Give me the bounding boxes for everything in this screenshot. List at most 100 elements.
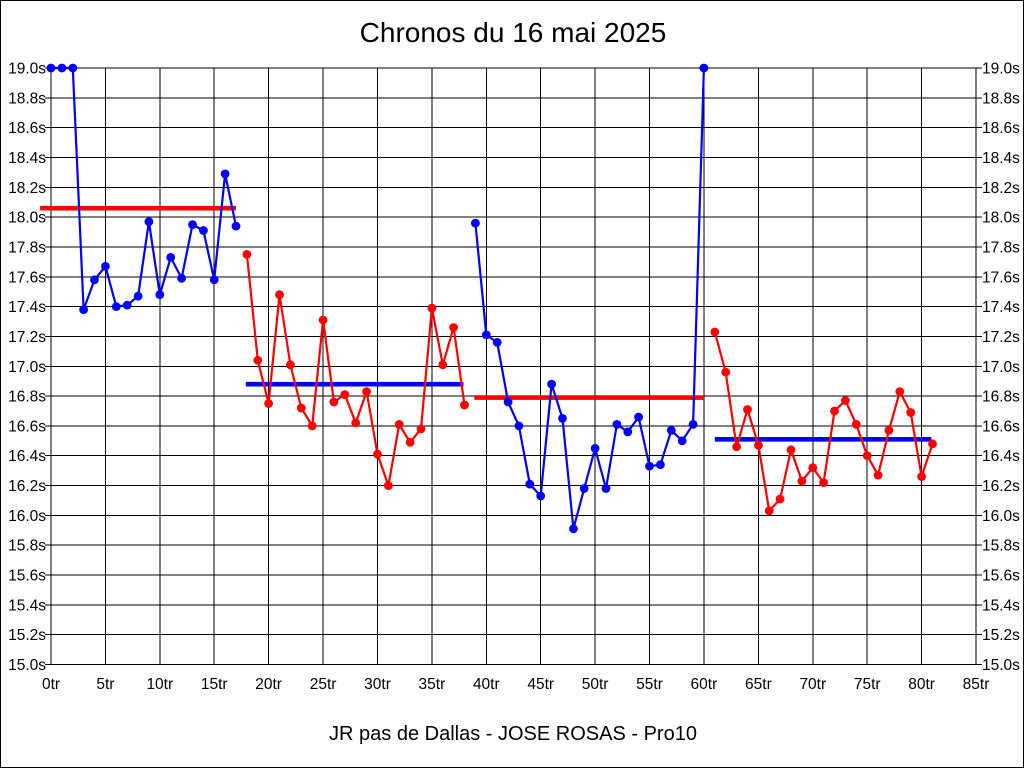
- x-tick-label: 25tr: [310, 676, 337, 693]
- data-point: [536, 491, 546, 501]
- series-segment-1: [46, 63, 241, 314]
- data-point: [318, 315, 328, 325]
- data-point: [329, 397, 339, 407]
- data-point: [449, 323, 458, 332]
- y-tick-label: 17.4s: [982, 299, 1020, 316]
- x-tick-label: 65tr: [745, 676, 772, 693]
- data-point: [754, 440, 763, 450]
- y-tick-label: 15.8s: [8, 538, 46, 555]
- data-point: [601, 484, 611, 493]
- chart-caption: JR pas de Dallas - JOSE ROSAS - Pro10: [329, 723, 697, 745]
- y-tick-label: 17.0s: [982, 359, 1020, 376]
- x-tick-label: 75tr: [854, 676, 881, 693]
- data-point: [579, 484, 589, 493]
- data-point: [90, 275, 99, 285]
- x-tick-label: 45tr: [527, 676, 554, 693]
- y-tick-label: 16.8s: [8, 389, 46, 406]
- data-point: [623, 427, 633, 437]
- data-point: [144, 217, 154, 227]
- x-tick-label: 35tr: [419, 676, 446, 693]
- data-point: [786, 445, 796, 455]
- data-point: [917, 472, 926, 481]
- chart-title: Chronos du 16 mai 2025: [359, 17, 667, 48]
- y-tick-label: 18.6s: [8, 120, 46, 137]
- data-point: [405, 437, 415, 447]
- y-tick-label: 15.6s: [982, 568, 1020, 585]
- x-tick-label: 30tr: [364, 676, 391, 693]
- data-point: [558, 414, 567, 423]
- data-point: [677, 436, 687, 446]
- data-point: [775, 494, 785, 504]
- data-point: [209, 275, 219, 285]
- y-tick-label: 18.8s: [8, 90, 46, 107]
- data-point: [503, 397, 513, 407]
- data-point: [177, 273, 187, 283]
- data-point: [906, 408, 916, 417]
- data-point: [666, 426, 676, 435]
- y-tick-label: 18.4s: [982, 150, 1020, 167]
- data-point: [122, 300, 132, 310]
- data-point: [384, 481, 393, 490]
- data-point: [645, 461, 654, 471]
- data-point: [688, 420, 698, 429]
- data-point: [79, 305, 88, 314]
- x-tick-label: 85tr: [963, 676, 990, 693]
- data-point: [851, 420, 861, 429]
- data-point: [743, 405, 752, 414]
- series-segment-4: [710, 327, 937, 516]
- data-point: [155, 290, 165, 300]
- y-tick-label: 16.2s: [982, 478, 1020, 495]
- y-tick-label: 15.6s: [8, 568, 46, 585]
- y-tick-label: 18.6s: [982, 120, 1020, 137]
- data-point: [884, 426, 894, 435]
- data-point: [590, 443, 600, 453]
- y-tick-label: 18.2s: [8, 180, 46, 197]
- x-tick-label: 80tr: [908, 676, 935, 693]
- data-point: [895, 387, 905, 396]
- data-point: [111, 302, 121, 311]
- y-tick-label: 19.0s: [982, 61, 1020, 78]
- data-point: [471, 218, 480, 228]
- data-point: [460, 400, 469, 410]
- data-point: [862, 451, 872, 461]
- data-point: [199, 226, 208, 235]
- data-point: [133, 291, 143, 301]
- x-tick-label: 0tr: [42, 676, 60, 693]
- series-line: [51, 66, 238, 310]
- axis-labels: 19.0s 19.0s 18.8s 18.8s 18.6s 18.6s 18.4s 18.4s…: [8, 61, 1020, 694]
- grid: [45, 67, 982, 666]
- data-point: [231, 221, 241, 231]
- data-point: [830, 406, 839, 416]
- y-tick-label: 18.8s: [982, 90, 1020, 107]
- y-tick-label: 15.0s: [8, 657, 46, 674]
- y-tick-label: 15.4s: [982, 597, 1020, 614]
- data-point: [438, 360, 448, 370]
- series-segment-2: [242, 250, 469, 490]
- data-point: [373, 449, 382, 459]
- data-point: [296, 403, 306, 413]
- y-tick-label: 18.4s: [8, 150, 46, 167]
- x-tick-label: 20tr: [255, 676, 282, 693]
- data-point: [394, 420, 404, 429]
- y-tick-label: 17.2s: [8, 329, 46, 346]
- data-point: [362, 387, 371, 396]
- data-point: [710, 327, 720, 337]
- data-point: [819, 478, 828, 487]
- data-point: [764, 506, 774, 516]
- y-tick-label: 17.0s: [8, 359, 46, 376]
- series-segment-3: [471, 63, 709, 534]
- data-point: [253, 355, 263, 365]
- x-tick-label: 55tr: [636, 676, 663, 693]
- data-point: [242, 250, 252, 259]
- data-point: [307, 421, 317, 431]
- data-point: [928, 439, 937, 449]
- data-point: [612, 420, 622, 429]
- data-point: [699, 63, 709, 73]
- data-point: [481, 330, 491, 340]
- data-point: [547, 379, 556, 389]
- data-point: [634, 412, 643, 422]
- data-point: [656, 460, 665, 470]
- y-tick-label: 16.4s: [8, 448, 46, 465]
